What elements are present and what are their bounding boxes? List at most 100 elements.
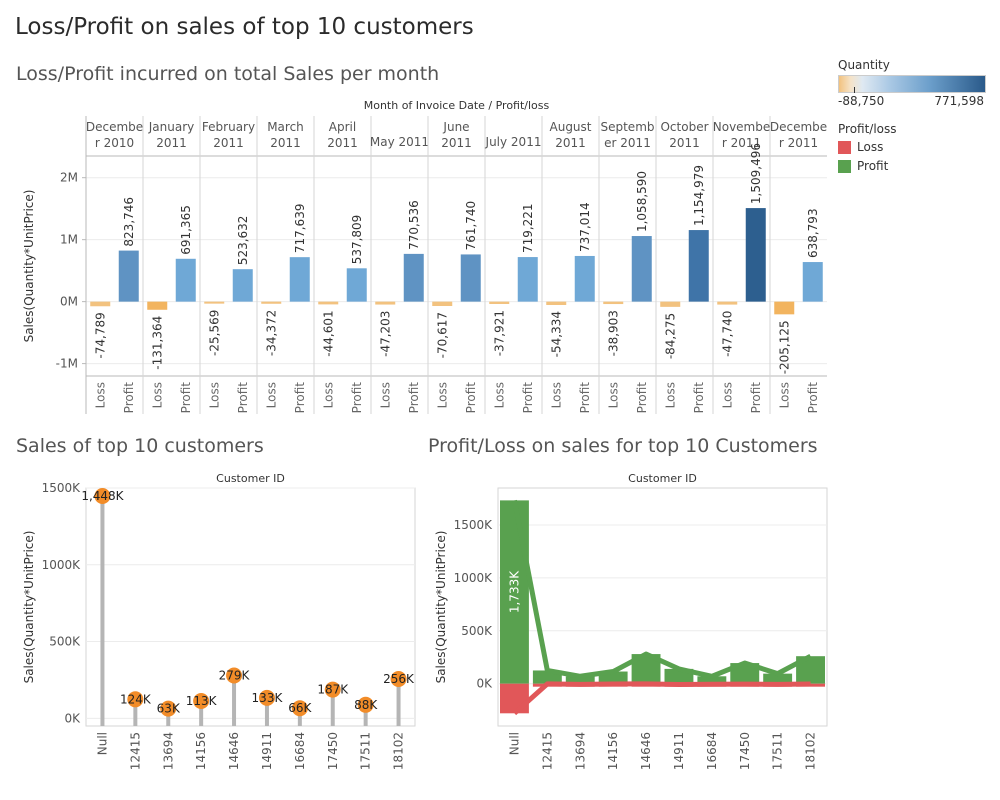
x-tick-label: 13694 — [573, 732, 587, 770]
legend-item-loss[interactable]: Loss — [838, 140, 883, 154]
x-tick-label: 12415 — [540, 732, 554, 770]
x-sub-label: Profit — [464, 382, 478, 414]
plot-frame — [497, 487, 828, 727]
month-header-label: February — [202, 120, 255, 134]
y-tick-label: 1M — [60, 233, 78, 247]
profit-data-label: 717,639 — [293, 204, 307, 254]
y-tick-label: -1M — [56, 357, 78, 371]
profit-bar — [802, 262, 823, 302]
lollipop-stick — [363, 704, 368, 726]
profit-data-label: 1,154,979 — [692, 165, 706, 226]
loss-bar — [774, 301, 795, 315]
profit-data-label: 691,365 — [179, 205, 193, 255]
lollipop-stick — [100, 495, 105, 726]
x-tick-label: 17450 — [326, 732, 340, 770]
x-sub-label: Loss — [435, 382, 449, 408]
lollipop-stick — [297, 708, 302, 726]
x-tick-label: 12415 — [128, 732, 142, 770]
legend-profit-label: Profit — [857, 159, 889, 173]
legend-loss-label: Loss — [857, 140, 884, 154]
x-tick-label: 16684 — [293, 732, 307, 770]
month-header-label: May 2011 — [370, 135, 429, 149]
loss-bar — [489, 301, 510, 304]
legend-item-profit[interactable]: Profit — [838, 159, 888, 173]
loss-data-label: -34,372 — [264, 310, 278, 356]
y-axis-title: Sales(Quantity*UnitPrice) — [22, 531, 36, 684]
loss-bar — [546, 301, 567, 306]
x-sub-label: Profit — [521, 382, 535, 414]
month-header-label: r 2011 — [722, 136, 761, 150]
profit-data-label: 638,793 — [806, 208, 820, 258]
month-header-label: August — [550, 120, 592, 134]
lollipop-stick — [264, 697, 269, 726]
lollipop-dot — [94, 487, 111, 504]
loss-bar — [147, 301, 168, 310]
lollipop-data-label: 88K — [354, 698, 378, 712]
x-sub-label: Profit — [179, 382, 193, 414]
x-sub-label: Loss — [264, 382, 278, 408]
lollipop-data-label: 63K — [157, 702, 181, 716]
x-tick-label: Null — [507, 732, 521, 755]
month-header-label: January — [148, 120, 195, 134]
profit-bar — [574, 255, 595, 302]
profit-bar — [289, 257, 310, 302]
profit-data-label: 1,733K — [507, 570, 521, 613]
loss-bar — [500, 683, 529, 714]
plot-frame — [85, 487, 416, 727]
lollipop-data-label: 133K — [252, 691, 284, 705]
profit-bar — [500, 500, 529, 684]
x-sub-label: Profit — [350, 382, 364, 414]
lollipop-dot — [258, 689, 275, 706]
x-sub-label: Profit — [578, 382, 592, 414]
profit-data-label: 1,509,496 — [749, 143, 763, 204]
profit-bar — [403, 253, 424, 302]
x-sub-label: Profit — [635, 382, 649, 414]
month-header-label: 2011 — [441, 136, 472, 150]
customer-sales-lollipop-chart: 1500K 1000K 500K 0K Sales(Quantity*UnitPrice… — [22, 481, 416, 770]
month-header-label: 2011 — [270, 136, 301, 150]
loss-data-label: -84,275 — [663, 313, 677, 359]
lollipop-stick — [133, 699, 138, 726]
x-sub-label: Profit — [122, 382, 136, 414]
loss-bar — [660, 301, 681, 307]
monthly-chart-header: Month of Invoice Date / Profit/loss — [363, 99, 550, 112]
lollipop-dot — [390, 671, 407, 688]
profit-data-label: 823,746 — [122, 197, 136, 247]
lollipop-data-label: 113K — [186, 694, 218, 708]
y-tick-label: 1500K — [42, 481, 82, 495]
x-tick-label: 14911 — [672, 732, 686, 770]
loss-bar — [603, 301, 624, 305]
loss-bar — [432, 301, 453, 307]
loss-data-label: -74,789 — [93, 312, 107, 358]
month-header-label: 2011 — [555, 136, 586, 150]
customer-sales-header: Customer ID — [216, 472, 285, 485]
x-sub-label: Loss — [321, 382, 335, 408]
month-header-label: October — [660, 120, 708, 134]
month-header-label: March — [267, 120, 304, 134]
month-header-label: Novembe — [713, 120, 771, 134]
month-header-label: Septemb — [600, 120, 654, 134]
profit-line — [511, 499, 812, 679]
month-header-label: 2011 — [213, 136, 244, 150]
y-tick-label: 0K — [476, 677, 493, 691]
month-header-label: r 2010 — [95, 136, 134, 150]
lollipop-dot — [291, 700, 308, 717]
profit-bar — [763, 673, 793, 684]
dashboard-title: Loss/Profit on sales of top 10 customers — [15, 14, 474, 40]
lollipop-stick — [396, 679, 401, 726]
loss-data-label: -47,740 — [720, 311, 734, 357]
profit-data-label: 537,809 — [350, 215, 364, 265]
lollipop-dot — [226, 667, 243, 684]
lollipop-dot — [357, 696, 374, 713]
loss-line — [512, 681, 811, 716]
lollipop-data-label: 66K — [288, 701, 312, 715]
loss-data-label: -131,364 — [150, 316, 164, 370]
lollipop-data-label: 124K — [120, 692, 152, 706]
loss-bar — [318, 301, 339, 305]
lollipop-data-label: 1,448K — [81, 489, 124, 503]
loss-bar — [204, 301, 225, 304]
y-tick-label: 500K — [461, 624, 493, 638]
month-header-label: June — [442, 120, 469, 134]
quantity-color-ramp — [838, 75, 986, 93]
customer-sales-title: Sales of top 10 customers — [16, 435, 264, 457]
